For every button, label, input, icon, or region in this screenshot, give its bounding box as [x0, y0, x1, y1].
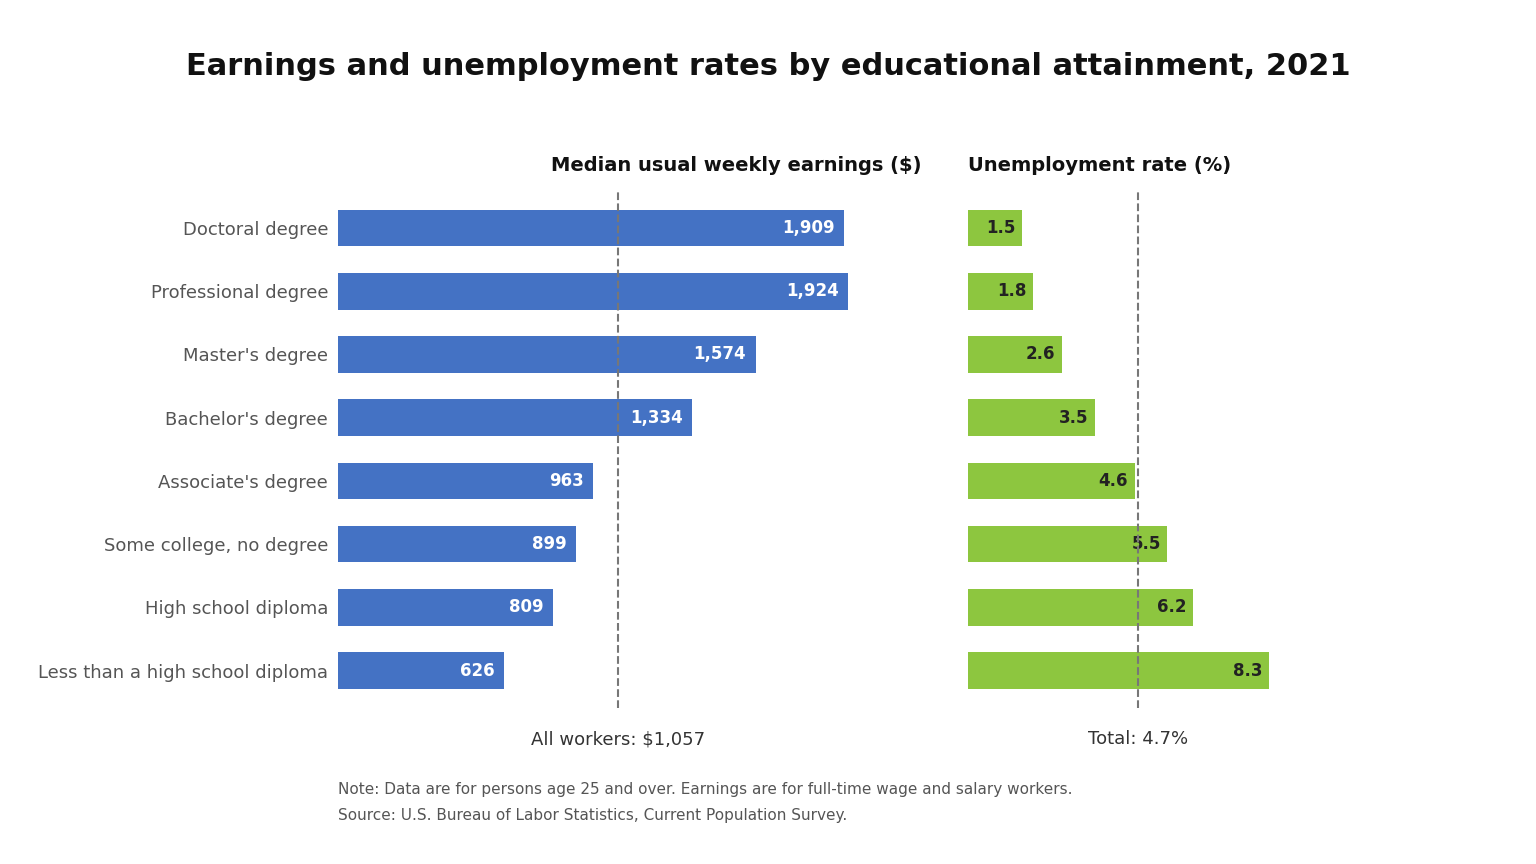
- Text: 8.3: 8.3: [1233, 662, 1263, 680]
- Text: 5.5: 5.5: [1132, 535, 1161, 553]
- Text: 4.6: 4.6: [1098, 472, 1127, 490]
- Bar: [968, 273, 1034, 309]
- Text: Note: Data are for persons age 25 and over. Earnings are for full-time wage and : Note: Data are for persons age 25 and ov…: [338, 782, 1072, 797]
- Text: Earnings and unemployment rates by educational attainment, 2021: Earnings and unemployment rates by educa…: [186, 52, 1350, 81]
- Text: 1.8: 1.8: [997, 283, 1026, 300]
- Text: All workers: $1,057: All workers: $1,057: [531, 730, 705, 748]
- Bar: [968, 652, 1269, 689]
- Text: 6.2: 6.2: [1157, 599, 1186, 616]
- Bar: [968, 210, 1021, 246]
- Bar: [968, 526, 1167, 562]
- Text: 2.6: 2.6: [1026, 346, 1055, 364]
- Bar: [968, 336, 1061, 372]
- Text: 1.5: 1.5: [986, 219, 1015, 237]
- Bar: [968, 589, 1193, 626]
- Text: Median usual weekly earnings ($): Median usual weekly earnings ($): [551, 156, 922, 175]
- Text: Unemployment rate (%): Unemployment rate (%): [968, 156, 1230, 175]
- Text: Source: U.S. Bureau of Labor Statistics, Current Population Survey.: Source: U.S. Bureau of Labor Statistics,…: [338, 808, 848, 823]
- Bar: [338, 273, 848, 309]
- Bar: [338, 462, 593, 499]
- Text: 1,924: 1,924: [786, 283, 839, 300]
- Bar: [338, 210, 845, 246]
- Bar: [338, 652, 504, 689]
- Bar: [338, 399, 691, 436]
- Text: 1,909: 1,909: [782, 219, 836, 237]
- Text: 1,574: 1,574: [694, 346, 746, 364]
- Bar: [338, 589, 553, 626]
- Bar: [338, 526, 576, 562]
- Text: 626: 626: [461, 662, 495, 680]
- Bar: [338, 336, 756, 372]
- Text: 809: 809: [508, 599, 544, 616]
- Text: 1,334: 1,334: [630, 409, 682, 427]
- Bar: [968, 399, 1095, 436]
- Text: Total: 4.7%: Total: 4.7%: [1087, 730, 1189, 748]
- Text: 963: 963: [550, 472, 584, 490]
- Text: 3.5: 3.5: [1058, 409, 1087, 427]
- Bar: [968, 462, 1135, 499]
- Text: 899: 899: [533, 535, 567, 553]
